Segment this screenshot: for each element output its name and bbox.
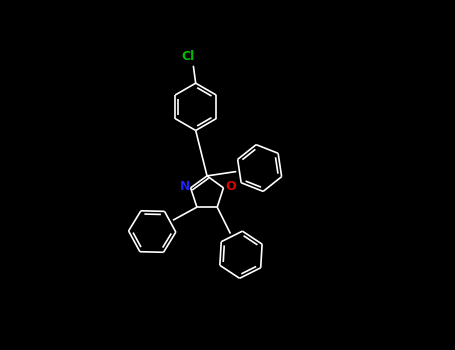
Text: Cl: Cl <box>182 50 195 63</box>
Text: N: N <box>180 181 190 194</box>
Text: O: O <box>225 181 236 194</box>
